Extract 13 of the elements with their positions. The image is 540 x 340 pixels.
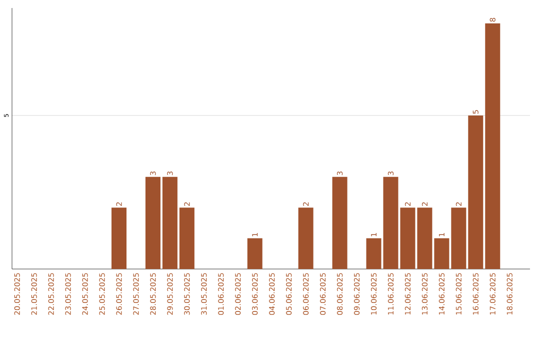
bar — [162, 176, 178, 269]
bar — [145, 176, 160, 269]
bar — [247, 238, 262, 269]
bar — [298, 208, 314, 269]
bar — [434, 238, 450, 269]
bar — [400, 208, 416, 269]
bar — [111, 208, 126, 269]
bar — [485, 23, 500, 269]
bar — [179, 208, 194, 269]
bar — [451, 208, 466, 269]
bar — [417, 208, 432, 269]
bar — [468, 115, 484, 269]
bar — [332, 176, 348, 269]
